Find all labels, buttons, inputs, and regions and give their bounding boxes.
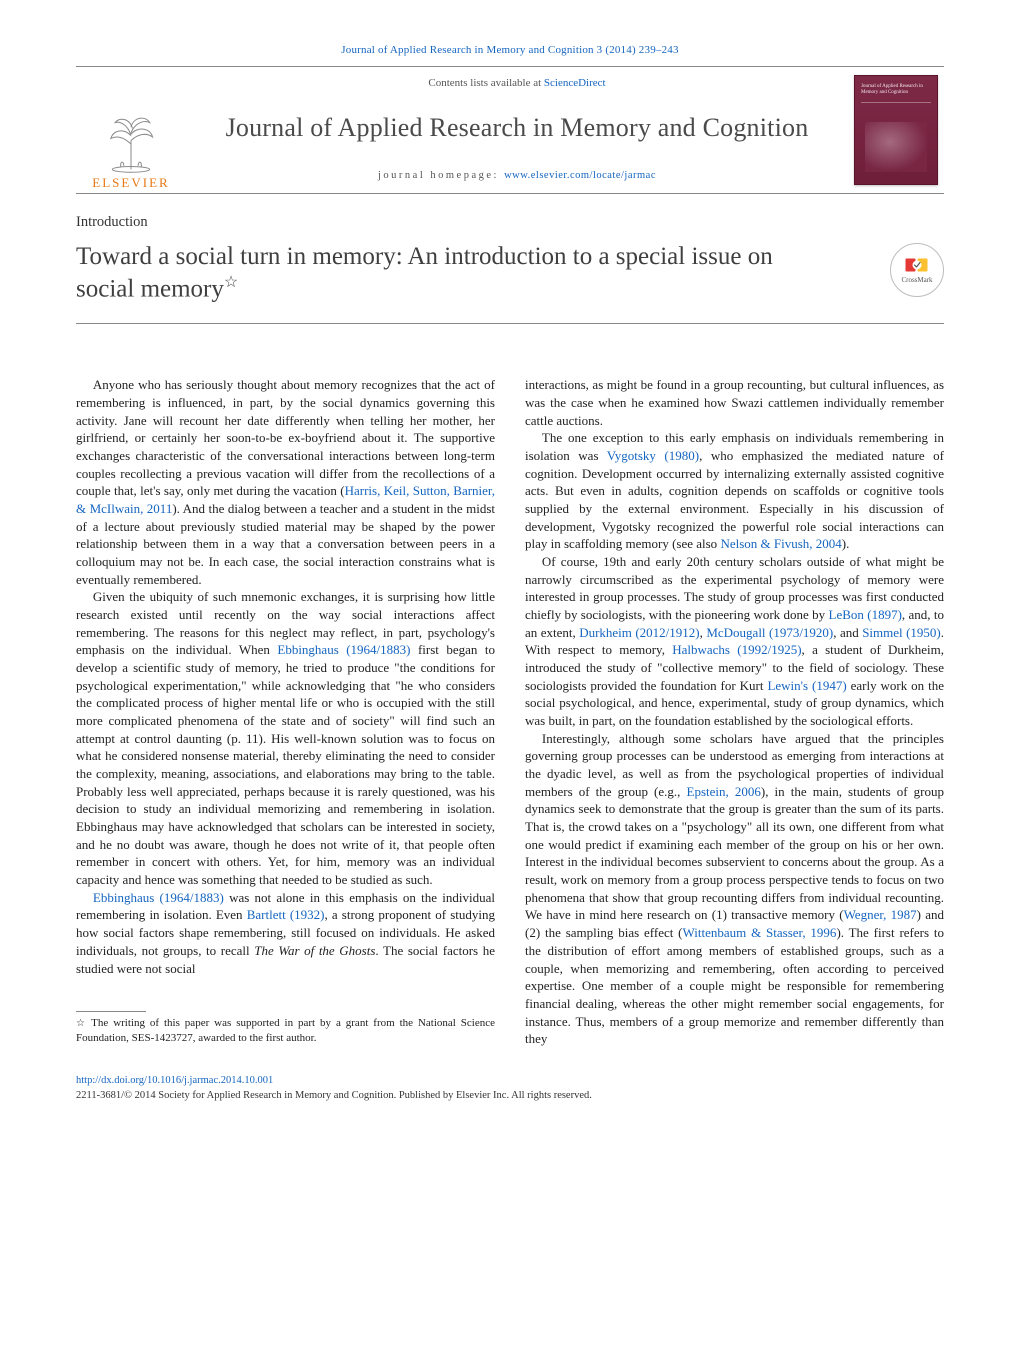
citation-simmel-1950[interactable]: Simmel (1950) xyxy=(862,625,941,640)
publisher-block: ELSEVIER xyxy=(76,67,186,193)
journal-homepage-line: journal homepage: www.elsevier.com/locat… xyxy=(204,170,830,181)
page-footer: http://dx.doi.org/10.1016/j.jarmac.2014.… xyxy=(76,1074,944,1103)
sciencedirect-link[interactable]: ScienceDirect xyxy=(544,77,606,89)
footnote-rule xyxy=(76,1011,146,1012)
cover-title-text: Journal of Applied Research in Memory an… xyxy=(861,84,931,96)
para-7: Interestingly, although some scholars ha… xyxy=(525,730,944,1048)
crossmark-icon xyxy=(905,256,929,274)
citation-lewin-1947[interactable]: Lewin's (1947) xyxy=(767,678,846,693)
footnote-star-icon: ☆ xyxy=(76,1018,87,1029)
title-line-1: Toward a social turn in memory: An intro… xyxy=(76,243,773,270)
title-footnote-star-icon: ☆ xyxy=(224,274,238,291)
journal-name: Journal of Applied Research in Memory an… xyxy=(204,113,830,143)
citation-nelson-fivush-2004[interactable]: Nelson & Fivush, 2004 xyxy=(720,536,841,551)
text: ), in the main, students of group dynami… xyxy=(525,784,944,923)
citation-wittenbaum-1996[interactable]: Wittenbaum & Stasser, 1996 xyxy=(683,925,837,940)
citation-vygotsky-1980[interactable]: Vygotsky (1980) xyxy=(607,448,699,463)
text: ). xyxy=(842,536,850,551)
footnote-text: The writing of this paper was supported … xyxy=(76,1017,495,1044)
homepage-pre: journal homepage: xyxy=(378,170,504,181)
para-4: interactions, as might be found in a gro… xyxy=(525,376,944,429)
crossmark-label: CrossMark xyxy=(901,276,932,284)
running-head: Journal of Applied Research in Memory an… xyxy=(76,44,944,56)
citation-wegner-1987[interactable]: Wegner, 1987 xyxy=(844,907,917,922)
copyright-line: 2211-3681/© 2014 Society for Applied Res… xyxy=(76,1089,944,1104)
section-label: Introduction xyxy=(76,214,944,231)
cover-art-icon xyxy=(865,122,927,172)
text: Anyone who has seriously thought about m… xyxy=(76,377,495,498)
contents-lists-line: Contents lists available at ScienceDirec… xyxy=(204,77,830,89)
journal-homepage-link[interactable]: www.elsevier.com/locate/jarmac xyxy=(504,170,656,181)
journal-cover-thumb: Journal of Applied Research in Memory an… xyxy=(848,67,944,193)
citation-epstein-2006[interactable]: Epstein, 2006 xyxy=(687,784,761,799)
masthead: ELSEVIER Contents lists available at Sci… xyxy=(76,66,944,194)
para-2: Given the ubiquity of such mnemonic exch… xyxy=(76,588,495,888)
journal-cover-image: Journal of Applied Research in Memory an… xyxy=(854,75,938,185)
contents-pre: Contents lists available at xyxy=(428,77,543,89)
masthead-center: Contents lists available at ScienceDirec… xyxy=(200,67,834,193)
para-5: The one exception to this early emphasis… xyxy=(525,429,944,553)
citation-bartlett-1932[interactable]: Bartlett (1932) xyxy=(247,907,325,922)
citation-ebbinghaus-1964b[interactable]: Ebbinghaus (1964/1883) xyxy=(93,890,224,905)
citation-mcdougall-1973[interactable]: McDougall (1973/1920) xyxy=(706,625,833,640)
body-columns: Anyone who has seriously thought about m… xyxy=(76,376,944,1048)
para-6: Of course, 19th and early 20th century s… xyxy=(525,553,944,730)
publisher-wordmark: ELSEVIER xyxy=(92,175,169,191)
citation-ebbinghaus-1964[interactable]: Ebbinghaus (1964/1883) xyxy=(277,642,410,657)
article-title: Toward a social turn in memory: An intro… xyxy=(76,241,872,305)
citation-halbwachs-1992[interactable]: Halbwachs (1992/1925) xyxy=(672,642,801,657)
text: , and xyxy=(833,625,862,640)
para-1: Anyone who has seriously thought about m… xyxy=(76,376,495,588)
work-title-em: The War of the Ghosts xyxy=(254,943,375,958)
doi-link[interactable]: http://dx.doi.org/10.1016/j.jarmac.2014.… xyxy=(76,1074,944,1089)
elsevier-tree-icon xyxy=(95,101,167,173)
text: first began to develop a scientific stud… xyxy=(76,642,495,887)
title-line-2: social memory xyxy=(76,275,224,302)
citation-durkheim-2012[interactable]: Durkheim (2012/1912) xyxy=(579,625,699,640)
citation-lebon-1897[interactable]: LeBon (1897) xyxy=(829,607,902,622)
para-3: Ebbinghaus (1964/1883) was not alone in … xyxy=(76,889,495,977)
footnote: ☆The writing of this paper was supported… xyxy=(76,1016,495,1046)
article-head: Introduction Toward a social turn in mem… xyxy=(76,214,944,324)
text: ). The first refers to the distribution … xyxy=(525,925,944,1046)
crossmark-badge[interactable]: CrossMark xyxy=(890,243,944,297)
